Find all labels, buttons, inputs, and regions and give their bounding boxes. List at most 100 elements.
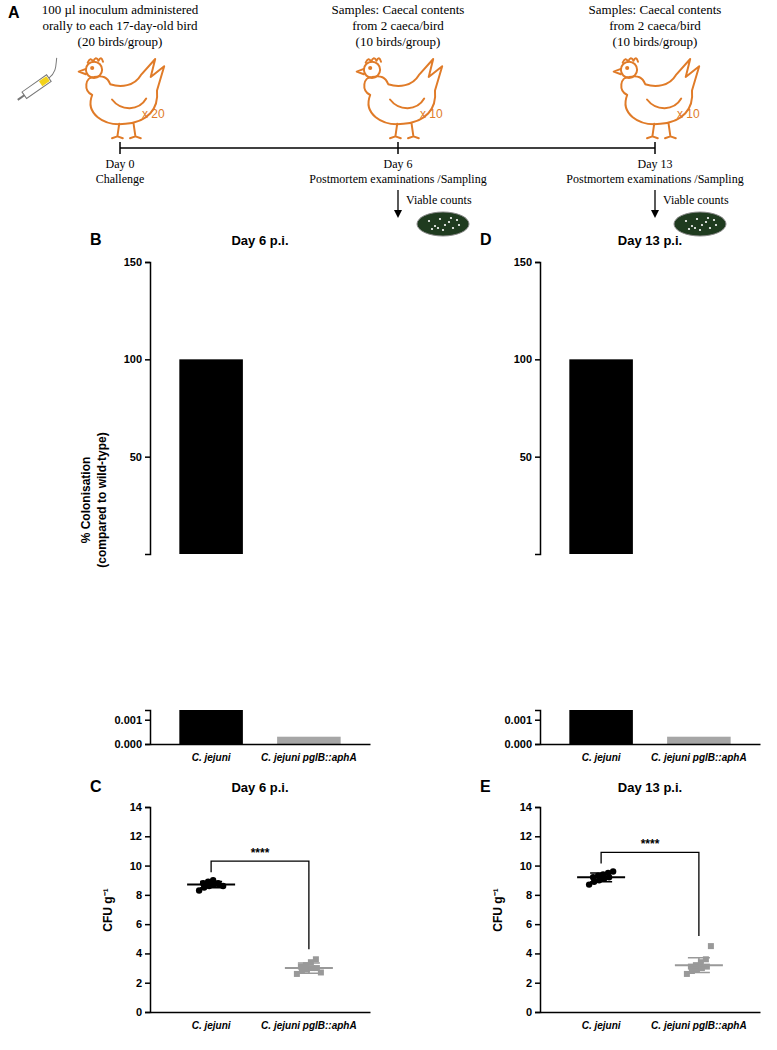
tick-label: 150: [124, 256, 142, 268]
step-caption: Samples: Caecal contents: [589, 2, 722, 17]
tick-mark: [145, 744, 150, 746]
colony: [691, 225, 693, 227]
category-label: C. jejuni pglB::aphA: [651, 1020, 747, 1031]
significance-label: ****: [251, 846, 270, 860]
tick-mark: [145, 456, 150, 458]
tick-mark: [145, 895, 150, 897]
tick: 0.000: [114, 738, 150, 750]
tick: 4: [526, 947, 540, 959]
tick-mark: [535, 719, 540, 721]
chicken-body: [621, 59, 699, 124]
colony: [713, 219, 715, 221]
tick: 100: [514, 353, 540, 365]
y-axis-title: (compared to wild-type): [95, 432, 109, 567]
colony: [699, 229, 701, 231]
colony: [701, 224, 703, 226]
chart-title: Day 6 p.i.: [231, 233, 288, 248]
arrow-head: [394, 210, 402, 218]
step-day: Day 0: [106, 157, 135, 171]
tick-label: 0.001: [114, 714, 142, 726]
tick-label: 4: [526, 947, 533, 959]
tick-mark: [535, 807, 540, 809]
tick-mark: [145, 359, 150, 361]
axis-line: [541, 744, 761, 746]
colony: [434, 225, 436, 227]
tick-mark: [145, 836, 150, 838]
figure: A100 µl inoculum administeredorally to e…: [0, 0, 777, 1050]
chicken-body: [364, 59, 442, 124]
tick: 12: [130, 830, 150, 842]
panel-a: A100 µl inoculum administeredorally to e…: [8, 2, 744, 236]
tick: 100: [124, 353, 150, 365]
tick: C. jejuni: [192, 744, 231, 763]
bars: [569, 359, 730, 554]
point: [708, 943, 714, 949]
syringe-icon: [11, 58, 66, 103]
step-caption: (10 birds/group): [356, 34, 441, 49]
step-day: Day 13: [638, 157, 673, 171]
colony: [696, 218, 698, 220]
step-event: Postmortem examinations /Sampling: [566, 172, 743, 186]
axis-line: [145, 263, 151, 555]
colony: [448, 221, 450, 223]
axis-line: [151, 1012, 371, 1014]
tick-mark: [535, 982, 540, 984]
bird-count: x 10: [677, 107, 700, 121]
category-label: C. jejuni: [192, 752, 231, 763]
tick-label: 0.000: [504, 738, 532, 750]
colony: [431, 228, 433, 230]
colony: [707, 217, 709, 219]
tick-mark: [145, 262, 150, 264]
bar: [569, 359, 633, 554]
step-event: Challenge: [96, 172, 145, 186]
tick-mark: [535, 456, 540, 458]
y-axis: 0.000 0.001: [114, 711, 150, 751]
tick-label: 50: [520, 451, 532, 463]
bars: [569, 710, 730, 744]
tick: 0: [526, 1006, 540, 1018]
point: [313, 956, 319, 962]
tick-label: 10: [520, 860, 532, 872]
tick-mark: [535, 1012, 540, 1014]
bar: [179, 359, 243, 554]
tick: 10: [520, 860, 540, 872]
chicken-eye: [91, 67, 93, 69]
tick-label: 12: [130, 830, 142, 842]
bars: [179, 710, 340, 744]
tick-label: 150: [514, 256, 532, 268]
y-axis: 50 100 150: [514, 256, 541, 554]
y-axis: 50 100 150: [124, 256, 151, 554]
y-axis-title: CFU g⁻¹: [491, 888, 505, 931]
syringe-needle: [42, 58, 64, 78]
chicken-head: [364, 62, 380, 78]
panel-label: A: [8, 4, 20, 21]
tick: 6: [526, 918, 540, 930]
tick: 14: [130, 801, 150, 813]
panel-label: C: [90, 778, 102, 795]
tick: 4: [136, 947, 150, 959]
tick: 0.001: [114, 714, 150, 726]
tick-mark: [145, 719, 150, 721]
step-caption: from 2 caeca/bird: [609, 18, 701, 33]
marks: [187, 877, 333, 977]
x-axis: C. jejuniC. jejuni pglB::aphA: [151, 744, 371, 763]
colony: [458, 224, 460, 226]
bar: [277, 737, 341, 744]
axis-line: [145, 808, 151, 1013]
y-axis-title: CFU g⁻¹: [101, 888, 115, 931]
point: [610, 868, 616, 874]
colony: [439, 218, 441, 220]
tick-label: 6: [526, 918, 532, 930]
chicken-legs: [390, 124, 419, 138]
tick: 50: [130, 451, 150, 463]
timeline: [120, 147, 655, 149]
tick-label: 0.001: [504, 714, 532, 726]
chart-title: Day 13 p.i.: [618, 233, 682, 248]
bar-chart: BDay 6 p.i.% Colonisation(compared to wi…: [79, 0, 371, 763]
bar: [277, 553, 341, 554]
tick-label: 0.000: [114, 738, 142, 750]
chicken-eye: [369, 67, 371, 69]
chicken-icon: [614, 58, 700, 138]
chicken-head: [86, 62, 102, 78]
step-result: Viable counts: [406, 193, 472, 207]
